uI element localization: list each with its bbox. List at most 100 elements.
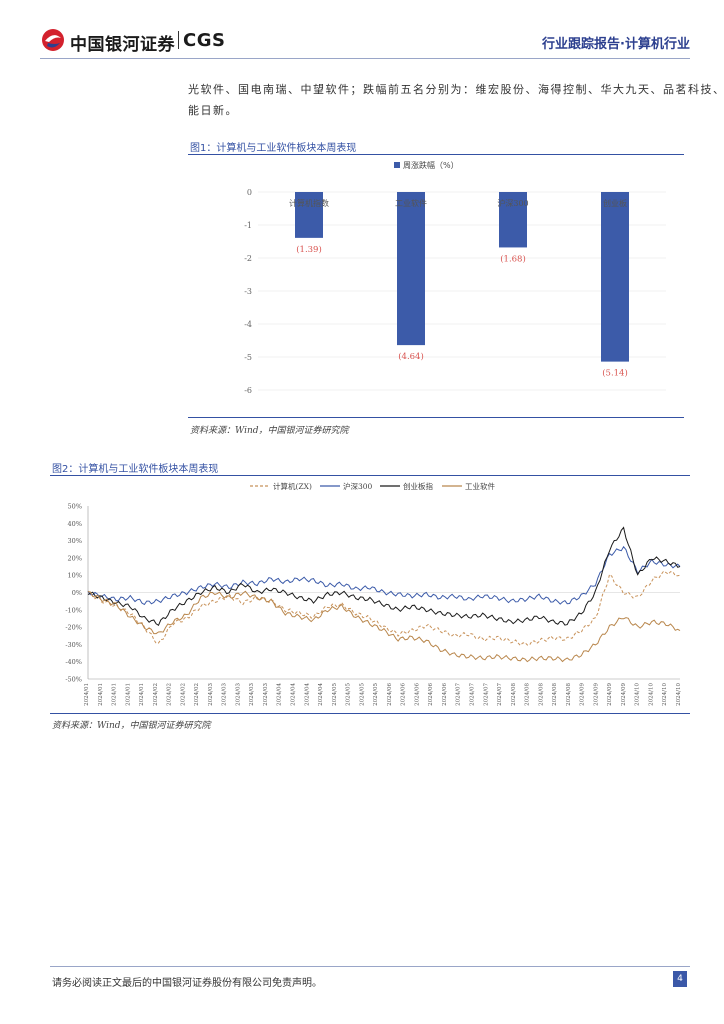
y-tick-label: -10% [65, 606, 82, 614]
figure-1-source: 资料来源：Wind，中国银河证券研究院 [190, 426, 349, 436]
bar-value-label: (1.68) [500, 253, 526, 264]
body-paragraph-line-2: 能日新。 [188, 104, 238, 117]
logo-text: 中国银河证券 [70, 35, 175, 55]
bar-3 [499, 192, 527, 248]
x-tick-label: 2024/04 [318, 683, 324, 706]
x-tick-label: 2024/10 [635, 683, 641, 706]
x-tick-label: 2024/10 [662, 683, 668, 706]
figure-1-bar-chart: 周涨跌幅（%） 0 -1 -2 -3 -4 -5 -6 计算机指数 (1.39) 工业软件 (4.64… [244, 160, 666, 395]
x-tick-label: 2024/04 [277, 683, 283, 706]
figure-2-source: 资料来源：Wind，中国银河证券研究院 [52, 721, 211, 731]
x-tick-label: 2024/03 [249, 683, 255, 706]
category-label: 沪深300 [497, 198, 528, 208]
x-tick-label: 2024/09 [593, 683, 599, 706]
footer-disclaimer: 请务必阅读正文最后的中国银河证券股份有限公司免责声明。 [52, 978, 322, 989]
y-tick-label: -6 [244, 386, 252, 395]
page-number: 4 [673, 971, 687, 987]
x-tick-label: 2024/08 [566, 683, 572, 706]
legend-swatch-weekly-change [394, 162, 400, 168]
x-tick-label: 2024/01 [125, 683, 131, 706]
y-tick-label: -5 [244, 353, 252, 362]
bar-value-label: (1.39) [296, 244, 322, 255]
x-tick-label: 2024/03 [235, 683, 241, 706]
legend-label: 创业板指 [403, 481, 433, 491]
x-tick-label: 2024/04 [291, 683, 297, 706]
x-tick-label: 2024/03 [208, 683, 214, 706]
bar-value-label: (4.64) [398, 351, 424, 362]
x-tick-label: 2024/08 [538, 683, 544, 706]
x-tick-label: 2024/07 [483, 683, 489, 706]
logo-brand: CGS [183, 30, 226, 51]
y-tick-label: 0% [72, 589, 82, 597]
x-tick-label: 2024/10 [648, 683, 654, 706]
series-line-3 [87, 526, 681, 627]
legend-label-weekly-change: 周涨跌幅（%） [403, 160, 459, 170]
y-tick-label: -50% [65, 676, 82, 684]
category-label: 工业软件 [395, 198, 427, 208]
x-tick-label: 2024/08 [552, 683, 558, 706]
x-tick-label: 2024/09 [621, 683, 627, 706]
bar-value-label: (5.14) [602, 368, 628, 379]
cgs-logo-icon [42, 29, 64, 51]
y-tick-label: 40% [68, 520, 82, 528]
x-tick-label: 2024/05 [359, 683, 365, 706]
x-tick-label: 2024/09 [580, 683, 586, 706]
y-tick-label: 0 [247, 188, 252, 197]
y-tick-label: 50% [68, 503, 82, 511]
x-tick-label: 2024/04 [304, 683, 310, 706]
y-tick-label: 20% [68, 554, 82, 562]
y-tick-label: 30% [68, 537, 82, 545]
figure-2-top-rule [50, 475, 690, 476]
figure-1-bottom-rule [188, 417, 684, 418]
x-tick-label: 2024/07 [456, 683, 462, 706]
category-label: 计算机指数 [289, 198, 329, 208]
x-tick-label: 2024/02 [180, 683, 186, 706]
x-tick-label: 2024/02 [153, 683, 159, 706]
x-tick-label: 2024/06 [414, 683, 420, 706]
footer-rule [50, 966, 690, 967]
bar-4 [601, 192, 629, 362]
x-tick-label: 2024/01 [84, 683, 90, 706]
x-tick-label: 2024/05 [373, 683, 379, 706]
x-tick-label: 2024/08 [525, 683, 531, 706]
x-tick-label: 2024/06 [387, 683, 393, 706]
logo: 中国银河证券 CGS [40, 28, 240, 55]
figure-1-top-rule [188, 154, 684, 155]
figure-1-title: 图1：计算机与工业软件板块本周表现 [190, 143, 357, 154]
x-tick-label: 2024/06 [401, 683, 407, 706]
x-tick-label: 2024/01 [112, 683, 118, 706]
x-tick-label: 2024/06 [442, 683, 448, 706]
y-tick-label: 10% [68, 572, 82, 580]
x-tick-label: 2024/02 [167, 683, 173, 706]
x-tick-label: 2024/03 [222, 683, 228, 706]
legend-label: 工业软件 [465, 481, 495, 491]
bar-2 [397, 192, 425, 346]
y-tick-label: -2 [244, 254, 252, 263]
x-tick-label: 2024/01 [139, 683, 145, 706]
header-rule [40, 58, 690, 59]
category-label: 创业板 [603, 198, 627, 208]
x-tick-label: 2024/05 [346, 683, 352, 706]
x-tick-label: 2024/07 [497, 683, 503, 706]
y-tick-label: -20% [65, 624, 82, 632]
series-line-1 [87, 570, 681, 647]
x-tick-label: 2024/03 [263, 683, 269, 706]
series-line-4 [87, 590, 681, 663]
body-paragraph-line-1: 光软件、国电南瑞、中望软件；跌幅前五名分别为：维宏股份、海得控制、华大九天、品茗… [188, 83, 724, 96]
figure-2-bottom-rule [50, 713, 690, 714]
x-tick-label: 2024/06 [428, 683, 434, 706]
y-tick-label: -1 [244, 221, 252, 230]
y-tick-label: -30% [65, 641, 82, 649]
logo-divider [178, 31, 179, 49]
report-category: 行业跟踪报告·计算机行业 [542, 37, 690, 52]
y-tick-label: -4 [244, 320, 252, 329]
y-tick-label: -40% [65, 658, 82, 666]
x-tick-label: 2024/05 [332, 683, 338, 706]
x-tick-label: 2024/08 [511, 683, 517, 706]
x-tick-label: 2024/07 [469, 683, 475, 706]
x-tick-label: 2024/01 [98, 683, 104, 706]
series-line-2 [87, 545, 681, 606]
x-tick-label: 2024/02 [194, 683, 200, 706]
y-tick-label: -3 [244, 287, 252, 296]
figure-2-line-chart: 计算机(ZX) 沪深300 创业板指 工业软件 50% 40% 30% 20% 10% 0% -10… [65, 481, 682, 706]
